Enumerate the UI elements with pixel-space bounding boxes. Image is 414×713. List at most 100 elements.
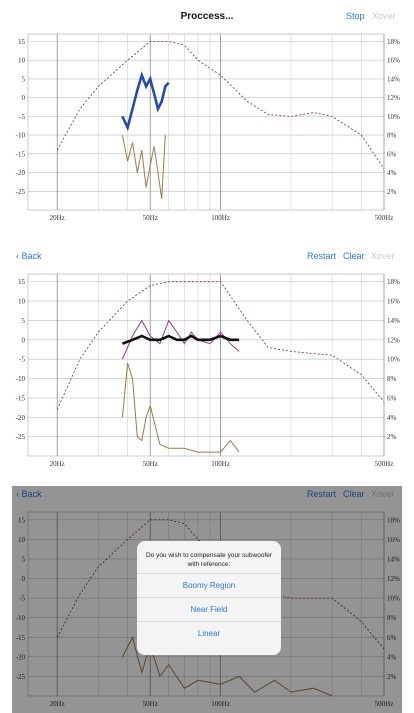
y-tick-label: 0 bbox=[22, 336, 26, 344]
page-title: Proccess... bbox=[180, 11, 234, 22]
x-tick-label: 500Hz bbox=[375, 460, 394, 468]
stop-button[interactable]: Stop bbox=[346, 11, 365, 21]
y2-tick-label: 14% bbox=[387, 555, 400, 563]
y2-tick-label: 4% bbox=[387, 414, 397, 422]
option-boomy-region[interactable]: Boomy Region bbox=[137, 573, 281, 597]
y2-tick-label: 4% bbox=[387, 653, 397, 661]
x-tick-label: 50Hz bbox=[143, 460, 158, 468]
restart-button[interactable]: Restart bbox=[307, 489, 337, 499]
y2-tick-label: 2% bbox=[387, 673, 397, 681]
y2-tick-label: 12% bbox=[387, 94, 400, 102]
x-tick-label: 500Hz bbox=[375, 214, 394, 222]
compensation-dialog: Do you wish to compensate your subwoofer… bbox=[137, 541, 281, 655]
series-line bbox=[56, 281, 385, 410]
series-line bbox=[121, 635, 333, 697]
nav-bar: ‹ Back Restart Clear Xover bbox=[12, 486, 402, 506]
frequency-chart-1: 15 18% 10 16% 5 14% 0 12% -5 10% -10 8% -15 6% -20 4% -2… bbox=[16, 33, 400, 222]
xover-button[interactable]: Xover bbox=[371, 489, 395, 499]
y-tick-label: -15 bbox=[16, 150, 26, 158]
y-tick-label: -5 bbox=[19, 595, 25, 603]
y2-tick-label: 16% bbox=[387, 298, 400, 306]
y2-tick-label: 12% bbox=[387, 336, 400, 344]
y2-tick-label: 6% bbox=[387, 150, 397, 158]
back-button[interactable]: ‹ Back bbox=[16, 251, 42, 261]
y-tick-label: -5 bbox=[19, 356, 25, 364]
y2-tick-label: 14% bbox=[387, 75, 400, 83]
y2-tick-label: 2% bbox=[387, 433, 397, 441]
x-tick-label: 100Hz bbox=[211, 460, 230, 468]
y2-tick-label: 16% bbox=[387, 57, 400, 65]
y2-tick-label: 10% bbox=[387, 356, 400, 364]
y-tick-label: 0 bbox=[22, 94, 26, 102]
x-tick-label: 50Hz bbox=[143, 700, 158, 708]
option-linear[interactable]: Linear bbox=[137, 621, 281, 645]
y-tick-label: -20 bbox=[16, 653, 26, 661]
y-tick-label: 5 bbox=[22, 555, 26, 563]
series-line bbox=[121, 334, 240, 345]
y2-tick-label: 8% bbox=[387, 375, 397, 383]
y-tick-label: 15 bbox=[18, 38, 26, 46]
y2-tick-label: 8% bbox=[387, 614, 397, 622]
y-tick-label: -25 bbox=[16, 433, 26, 441]
chevron-left-icon: ‹ bbox=[16, 489, 19, 499]
y2-tick-label: 2% bbox=[387, 188, 397, 196]
x-tick-label: 100Hz bbox=[211, 700, 230, 708]
y2-tick-label: 6% bbox=[387, 394, 397, 402]
y-tick-label: -10 bbox=[16, 375, 26, 383]
y-tick-label: -10 bbox=[16, 132, 26, 140]
clear-button[interactable]: Clear bbox=[343, 251, 365, 261]
y-tick-label: 10 bbox=[18, 57, 26, 65]
y-tick-label: 0 bbox=[22, 575, 26, 583]
panel-result: ‹ Back Restart Clear Xover 15 18% 10 16% 5 14… bbox=[12, 248, 402, 470]
series-line bbox=[121, 135, 166, 199]
y-tick-label: -25 bbox=[16, 188, 26, 196]
y2-tick-label: 8% bbox=[387, 132, 397, 140]
y-tick-label: -10 bbox=[16, 614, 26, 622]
nav-bar: ‹ Back Restart Clear Xover bbox=[12, 248, 402, 268]
y-tick-label: -5 bbox=[19, 113, 25, 121]
series-line bbox=[121, 71, 170, 132]
y2-tick-label: 18% bbox=[387, 278, 400, 286]
y-tick-label: 10 bbox=[18, 298, 26, 306]
y-tick-label: 15 bbox=[18, 516, 26, 524]
xover-button[interactable]: Xover bbox=[372, 11, 396, 21]
y2-tick-label: 12% bbox=[387, 575, 400, 583]
y2-tick-label: 4% bbox=[387, 169, 397, 177]
back-label: Back bbox=[21, 489, 42, 499]
x-tick-label: 100Hz bbox=[211, 214, 230, 222]
y2-tick-label: 14% bbox=[387, 317, 400, 325]
y2-tick-label: 18% bbox=[387, 38, 400, 46]
dialog-message: Do you wish to compensate your subwoofer… bbox=[145, 552, 273, 568]
y-tick-label: -25 bbox=[16, 673, 26, 681]
restart-button[interactable]: Restart bbox=[307, 251, 337, 261]
y2-tick-label: 10% bbox=[387, 113, 400, 121]
y-tick-label: 5 bbox=[22, 317, 26, 325]
frequency-chart-2: 15 18% 10 16% 5 14% 0 12% -5 10% -10 8% -15 6% -20 4% -2… bbox=[16, 273, 400, 468]
back-label: Back bbox=[21, 251, 42, 261]
y-tick-label: -15 bbox=[16, 634, 26, 642]
y-tick-label: 10 bbox=[18, 536, 26, 544]
y2-tick-label: 6% bbox=[387, 634, 397, 642]
y2-tick-label: 18% bbox=[387, 516, 400, 524]
y-tick-label: -15 bbox=[16, 394, 26, 402]
panel-processing: Proccess... Stop Xover 15 18% 10 16% 5 14% 0 12… bbox=[12, 8, 402, 224]
chevron-left-icon: ‹ bbox=[16, 251, 19, 261]
y-tick-label: 15 bbox=[18, 278, 26, 286]
x-tick-label: 20Hz bbox=[50, 460, 65, 468]
series-line bbox=[121, 319, 240, 360]
nav-bar: Proccess... Stop Xover bbox=[12, 8, 402, 28]
y-tick-label: -20 bbox=[16, 414, 26, 422]
option-near-field[interactable]: Near Field bbox=[137, 597, 281, 621]
y-tick-label: 5 bbox=[22, 75, 26, 83]
y2-tick-label: 16% bbox=[387, 536, 400, 544]
clear-button[interactable]: Clear bbox=[343, 489, 365, 499]
series-line bbox=[56, 41, 385, 170]
plot-frame bbox=[27, 511, 385, 697]
series-line bbox=[121, 362, 240, 453]
x-tick-label: 500Hz bbox=[375, 700, 394, 708]
xover-button[interactable]: Xover bbox=[371, 251, 395, 261]
y2-tick-label: 10% bbox=[387, 595, 400, 603]
x-tick-label: 20Hz bbox=[50, 214, 65, 222]
plot-frame bbox=[27, 33, 385, 211]
back-button[interactable]: ‹ Back bbox=[16, 489, 42, 499]
